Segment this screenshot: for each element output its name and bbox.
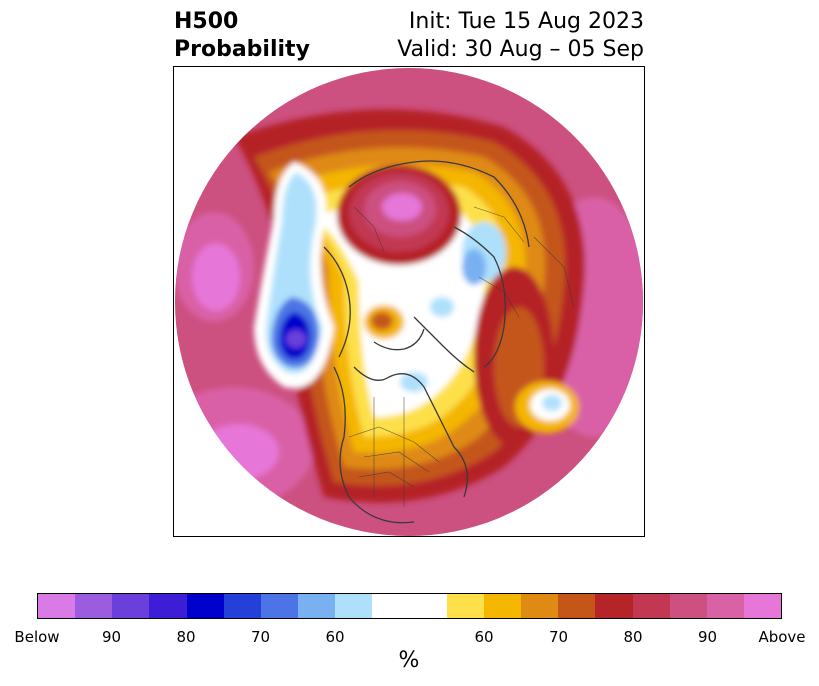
colorbar-tick-label: 70 (250, 628, 271, 646)
title-line-1: H500 (174, 9, 239, 34)
title-line-2: Probability (174, 37, 310, 62)
colorbar-swatch (223, 594, 261, 618)
colorbar-swatch (743, 594, 782, 618)
colorbar-tick-label: Above (758, 628, 806, 646)
colorbar-tick-label: 60 (325, 628, 345, 646)
colorbar-swatch (75, 594, 113, 618)
init-date-label: Init: Tue 15 Aug 2023 (408, 9, 644, 34)
colorbar-swatch (298, 594, 336, 618)
colorbar-swatch (706, 594, 744, 618)
colorbar-swatch (521, 594, 559, 618)
colorbar-swatch (335, 594, 373, 618)
valid-date-label: Valid: 30 Aug – 05 Sep (397, 37, 644, 62)
coastlines (323, 160, 530, 524)
forecast-dates: Init: Tue 15 Aug 2023 Valid: 30 Aug – 05… (397, 8, 644, 64)
colorbar-swatch (372, 594, 410, 618)
colorbar-swatch (632, 594, 670, 618)
colorbar-swatch (409, 594, 447, 618)
colorbar-swatch (483, 594, 522, 618)
colorbar-tick-label: 80 (623, 628, 643, 646)
colorbar-unit-label: % (398, 648, 420, 673)
colorbar-swatch (186, 594, 224, 618)
colorbar (37, 593, 782, 619)
colorbar-swatch (112, 594, 150, 618)
colorbar-tick-label: 80 (176, 628, 196, 646)
colorbar-tick-label: 90 (101, 628, 122, 646)
colorbar-swatch (558, 594, 596, 618)
colorbar-tick-label: 70 (548, 628, 569, 646)
borders (348, 206, 575, 507)
probability-map (173, 66, 645, 537)
colorbar-swatch (149, 594, 187, 618)
colorbar-tick-label: Below (14, 628, 60, 646)
colorbar-swatch (446, 594, 484, 618)
map-title: H500 Probability (174, 8, 310, 64)
colorbar-tick-label: 60 (474, 628, 494, 646)
colorbar-swatch (669, 594, 707, 618)
colorbar-swatch (595, 594, 633, 618)
colorbar-swatch (38, 594, 76, 618)
probability-field (175, 68, 643, 536)
colorbar-tick-label: 90 (697, 628, 718, 646)
colorbar-swatch (260, 594, 299, 618)
